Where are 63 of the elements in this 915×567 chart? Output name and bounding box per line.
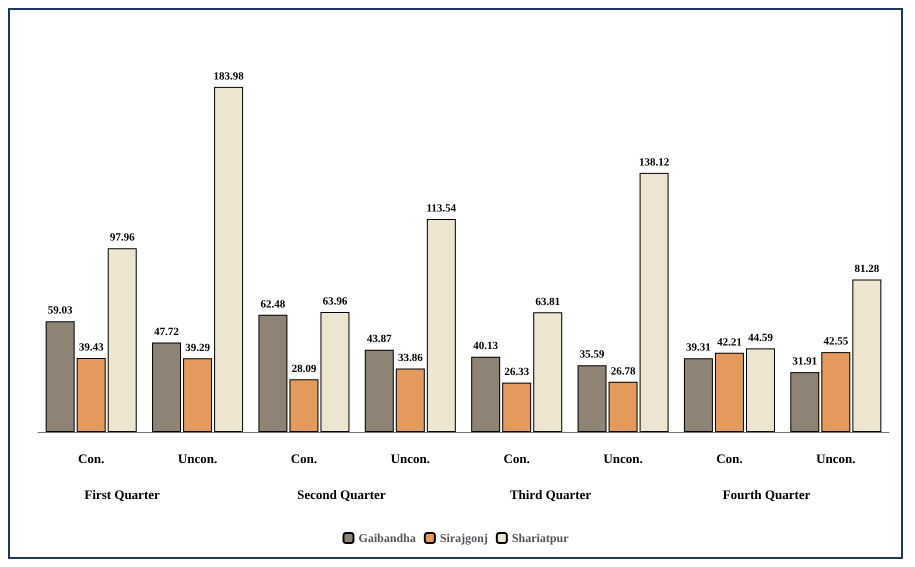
- bar: [821, 352, 850, 432]
- x-tick-label: Uncon.: [603, 451, 643, 466]
- data-label: 62.48: [260, 298, 286, 310]
- bar: [76, 358, 106, 432]
- data-label: 40.13: [473, 340, 499, 352]
- bar: [746, 348, 775, 432]
- data-label: 42.21: [717, 336, 742, 348]
- bar: [320, 312, 350, 432]
- x-tick-label: Uncon.: [178, 451, 218, 466]
- data-label: 33.86: [398, 352, 424, 364]
- data-label: 47.72: [154, 326, 180, 338]
- text: First Quarter: [84, 487, 160, 502]
- data-label: 113.54: [426, 202, 457, 214]
- x-tick-label: Con.: [504, 451, 530, 466]
- bar: [640, 172, 669, 432]
- bar: [364, 350, 394, 432]
- data-label: 59.03: [48, 304, 74, 317]
- data-label: 44.59: [748, 332, 774, 344]
- bar: [152, 342, 182, 432]
- data-label: 28.09: [292, 362, 317, 375]
- x-tick-label: Con.: [716, 451, 743, 466]
- x-tick-label: Con.: [290, 451, 318, 466]
- bar: [684, 358, 713, 432]
- bar: [714, 352, 744, 432]
- legend-label: Sirajgonj: [440, 531, 488, 545]
- x-tick-label: Uncon.: [816, 451, 856, 466]
- data-label: 81.28: [854, 263, 880, 276]
- bar: [289, 379, 318, 432]
- bar: [790, 372, 820, 432]
- data-label: 63.96: [322, 296, 348, 308]
- bar: [183, 358, 212, 432]
- data-label: 42.55: [823, 336, 849, 348]
- data-label: 97.96: [110, 232, 136, 244]
- legend-label: Shariatpur: [512, 531, 570, 545]
- bar: [46, 321, 75, 432]
- text: Second Quarter: [297, 487, 386, 502]
- bar: [578, 365, 607, 432]
- bar: [108, 248, 137, 432]
- bar: [214, 86, 244, 432]
- data-label: 35.59: [580, 348, 605, 361]
- data-label: 138.12: [638, 156, 670, 168]
- x-tick-label: Uncon.: [390, 451, 430, 466]
- bar: [852, 280, 882, 432]
- bar: [471, 356, 500, 432]
- data-label: 183.98: [213, 70, 244, 82]
- data-label: 26.78: [610, 365, 636, 378]
- legend-label: Gaibandha: [358, 531, 416, 545]
- bar: [258, 314, 288, 432]
- data-label: 39.43: [78, 342, 104, 354]
- data-label: 39.31: [686, 342, 711, 354]
- x-tick-label: Con.: [78, 451, 104, 466]
- bar: [533, 312, 562, 432]
- bar: [396, 368, 425, 432]
- text: Fourth Quarter: [722, 487, 811, 502]
- bar: [426, 218, 456, 432]
- data-label: 63.81: [535, 296, 560, 308]
- bar: [502, 382, 532, 432]
- bar: [608, 382, 638, 432]
- data-label: 31.91: [792, 356, 818, 368]
- data-label: 26.33: [504, 366, 530, 378]
- data-label: 43.87: [366, 333, 392, 346]
- data-label: 39.29: [185, 342, 210, 354]
- text: Third Quarter: [510, 487, 592, 502]
